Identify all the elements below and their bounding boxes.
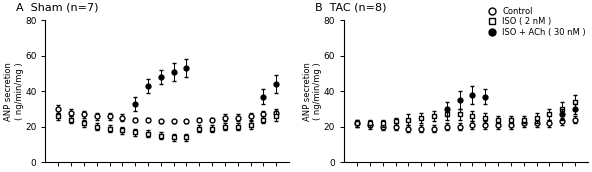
Text: B  TAC (n=8): B TAC (n=8) <box>315 3 387 13</box>
Y-axis label: ANP secretion
( ng/min/mg ): ANP secretion ( ng/min/mg ) <box>4 62 24 121</box>
Legend: Control, ISO ( 2 nM ), ISO + ACh ( 30 nM ): Control, ISO ( 2 nM ), ISO + ACh ( 30 nM… <box>483 7 586 37</box>
Text: A  Sham (n=7): A Sham (n=7) <box>16 3 99 13</box>
Y-axis label: ANP secretion
( ng/min/mg ): ANP secretion ( ng/min/mg ) <box>303 62 323 121</box>
